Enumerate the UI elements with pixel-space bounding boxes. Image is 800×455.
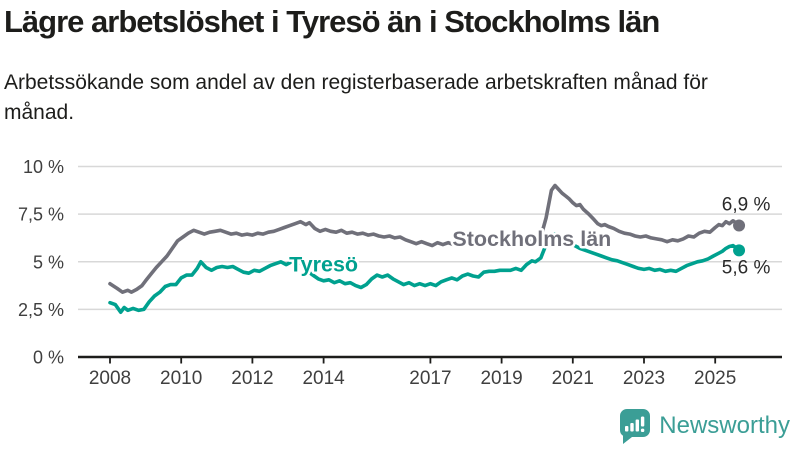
- gridlines: [78, 165, 782, 311]
- series-line-1: [108, 232, 741, 315]
- x-tick-label: 2010: [160, 368, 202, 389]
- x-tick-label: 2025: [694, 368, 736, 389]
- series-end-dot-0: [733, 219, 746, 232]
- x-tick-label: 2019: [480, 368, 522, 389]
- page-title: Lägre arbetslöshet i Tyresö än i Stockho…: [4, 4, 660, 39]
- series-end-value-1: 5,6 %: [722, 257, 771, 278]
- y-tick-label: 5 %: [33, 252, 64, 272]
- series-label-1: Tyresö: [289, 252, 358, 276]
- y-tick-label: 2,5 %: [18, 300, 64, 320]
- newsworthy-logo-icon: [620, 409, 651, 444]
- y-axis-labels: 10 % 7,5 % 5 % 2,5 % 0 %: [18, 157, 64, 368]
- y-tick-label: 0 %: [33, 348, 64, 368]
- series-end-dot-1: [733, 244, 746, 257]
- x-tick-label: 2014: [302, 368, 345, 389]
- newsworthy-logo-text: Newsworthy: [659, 412, 790, 439]
- x-tick-label: 2023: [623, 368, 665, 389]
- y-tick-label: 7,5 %: [18, 205, 64, 225]
- x-axis-labels: 2008 2010 2012 2014 2017 2019 2021 2023 2025: [89, 368, 736, 389]
- series-end-value-0: 6,9 %: [722, 195, 771, 216]
- series-label-0: Stockholms län: [452, 227, 611, 251]
- x-tick-label: 2021: [552, 368, 594, 389]
- chart-subtitle: Arbetssökande som andel av den registerb…: [4, 71, 708, 125]
- x-axis: [78, 355, 782, 364]
- x-tick-label: 2012: [231, 368, 273, 389]
- x-tick-label: 2008: [89, 368, 131, 389]
- y-tick-label: 10 %: [23, 157, 64, 177]
- newsworthy-brand[interactable]: Newsworthy: [618, 408, 790, 444]
- series-line-0: [108, 183, 741, 295]
- x-tick-label: 2017: [409, 368, 451, 389]
